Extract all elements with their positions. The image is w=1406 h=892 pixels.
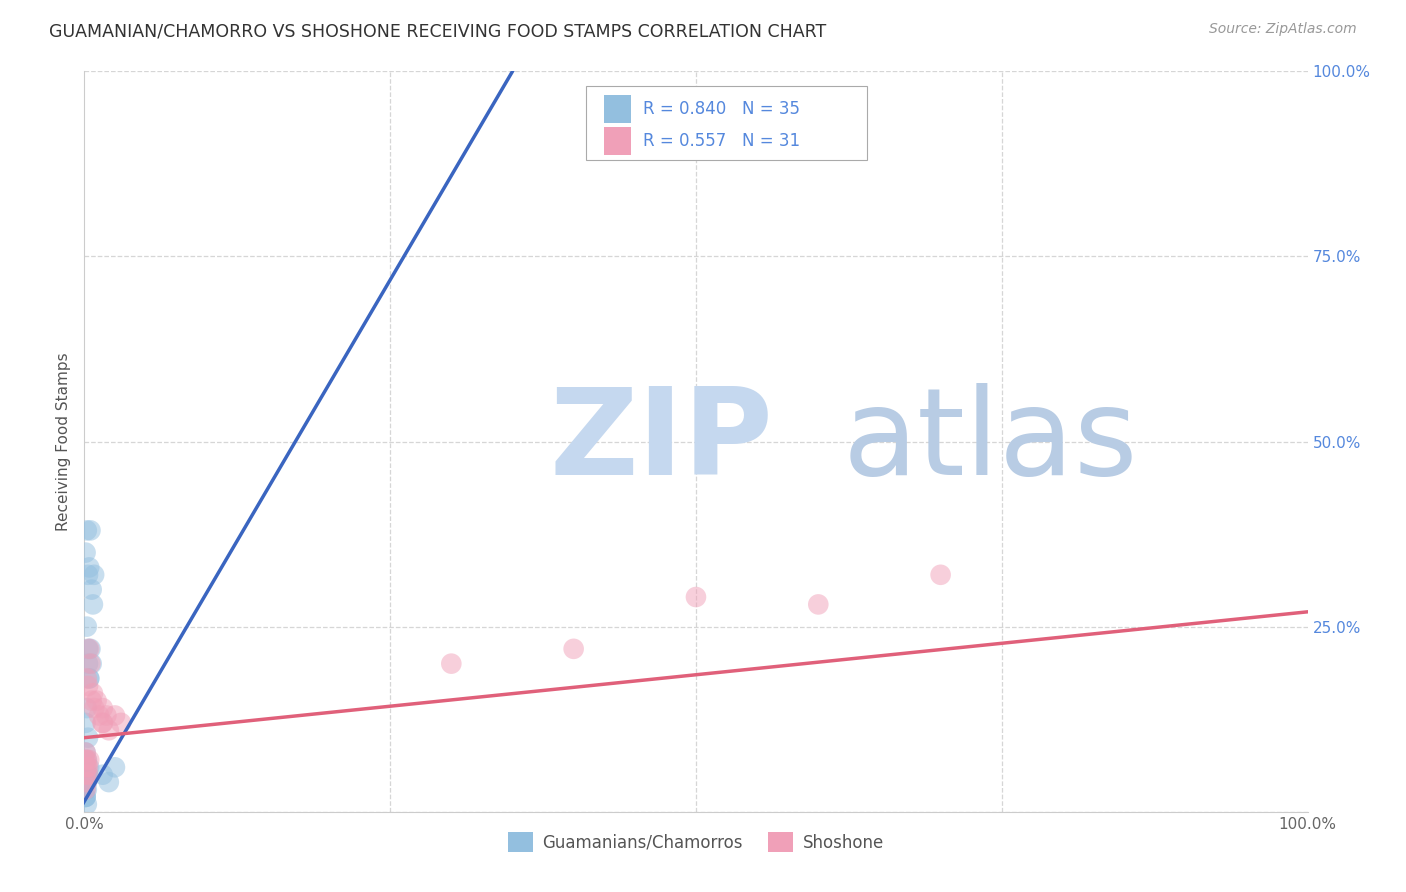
Point	[75, 767, 97, 781]
Bar	[605, 127, 631, 155]
Point	[86, 694, 108, 708]
Point	[807, 598, 830, 612]
Point	[76, 760, 98, 774]
Point	[685, 590, 707, 604]
Point	[75, 775, 97, 789]
Text: GUAMANIAN/CHAMORRO VS SHOSHONE RECEIVING FOOD STAMPS CORRELATION CHART: GUAMANIAN/CHAMORRO VS SHOSHONE RECEIVING…	[49, 22, 827, 40]
Point	[91, 715, 114, 730]
Point	[77, 767, 100, 781]
Point	[76, 753, 98, 767]
Point	[80, 694, 103, 708]
Point	[82, 598, 104, 612]
Point	[75, 789, 97, 804]
Point	[76, 767, 98, 781]
Bar	[605, 95, 631, 123]
Point	[87, 708, 110, 723]
Point	[77, 679, 100, 693]
Point	[76, 672, 98, 686]
Point	[77, 672, 100, 686]
Point	[76, 775, 98, 789]
Point	[91, 701, 114, 715]
Point	[75, 746, 97, 760]
Point	[80, 657, 103, 671]
Point	[77, 641, 100, 656]
FancyBboxPatch shape	[586, 87, 868, 161]
Text: R = 0.840   N = 35: R = 0.840 N = 35	[644, 100, 800, 118]
Point	[104, 708, 127, 723]
Point	[75, 789, 97, 804]
Point	[97, 775, 120, 789]
Point	[77, 657, 100, 671]
Point	[110, 715, 132, 730]
Text: atlas: atlas	[842, 383, 1139, 500]
Point	[91, 767, 114, 781]
Point	[75, 715, 97, 730]
Point	[440, 657, 463, 671]
Text: R = 0.557   N = 31: R = 0.557 N = 31	[644, 132, 800, 150]
Point	[75, 760, 97, 774]
Point	[82, 686, 104, 700]
Point	[80, 582, 103, 597]
Point	[76, 701, 98, 715]
Y-axis label: Receiving Food Stamps: Receiving Food Stamps	[56, 352, 72, 531]
Point	[75, 789, 97, 804]
Point	[75, 782, 97, 797]
Point	[75, 753, 97, 767]
Point	[75, 782, 97, 797]
Point	[76, 753, 98, 767]
Point	[77, 731, 100, 745]
Point	[77, 753, 100, 767]
Point	[77, 760, 100, 774]
Legend: Guamanians/Chamorros, Shoshone: Guamanians/Chamorros, Shoshone	[501, 825, 891, 859]
Point	[96, 708, 118, 723]
Point	[91, 715, 114, 730]
Point	[77, 672, 100, 686]
Point	[77, 760, 100, 774]
Point	[75, 546, 97, 560]
Point	[76, 797, 98, 812]
Point	[79, 524, 101, 538]
Point	[76, 775, 98, 789]
Point	[79, 641, 101, 656]
Point	[77, 567, 100, 582]
Point	[83, 701, 105, 715]
Point	[75, 746, 97, 760]
Point	[76, 524, 98, 538]
Point	[77, 560, 100, 574]
Text: ZIP: ZIP	[550, 383, 773, 500]
Point	[104, 760, 127, 774]
Point	[83, 567, 105, 582]
Point	[77, 641, 100, 656]
Point	[77, 767, 100, 781]
Point	[76, 619, 98, 633]
Text: Source: ZipAtlas.com: Source: ZipAtlas.com	[1209, 22, 1357, 37]
Point	[79, 657, 101, 671]
Point	[76, 782, 98, 797]
Point	[97, 723, 120, 738]
Point	[929, 567, 952, 582]
Point	[562, 641, 585, 656]
